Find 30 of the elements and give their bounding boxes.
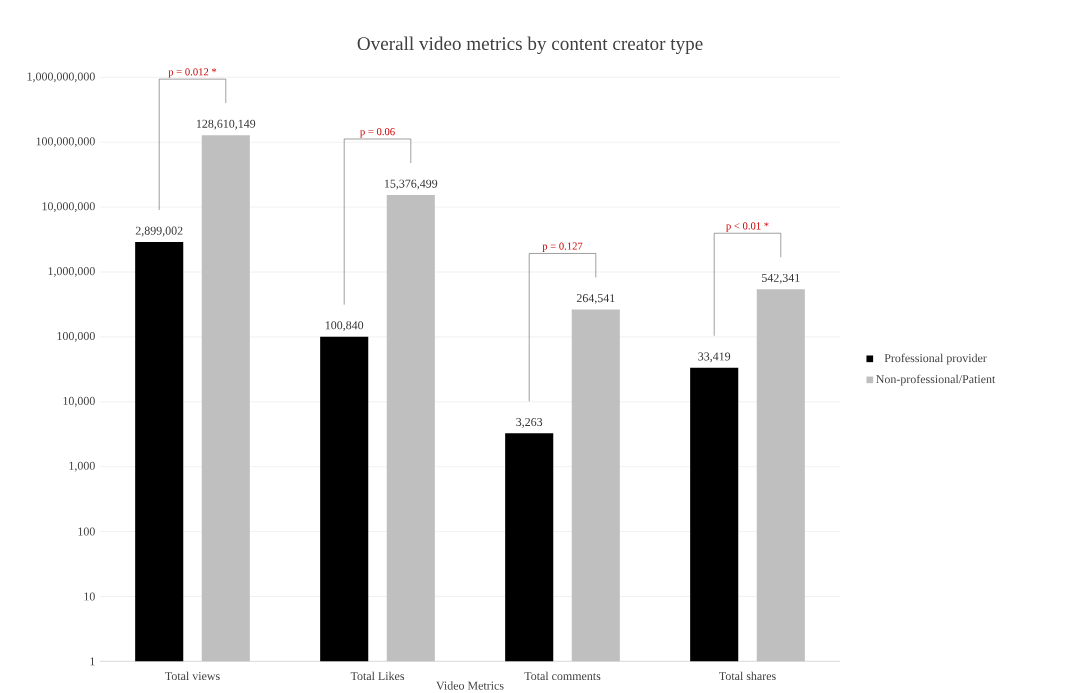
legend-label: Non-professional/Patient — [876, 374, 996, 386]
data-label: 264,541 — [576, 293, 615, 304]
y-tick-label: 1,000,000 — [48, 266, 95, 277]
y-tick-label: 100 — [78, 527, 95, 536]
annotation: p = 0.06 — [360, 127, 395, 138]
data-label: 3,263 — [516, 417, 543, 428]
y-tick-label: 10,000,000 — [42, 202, 95, 212]
y-tick-label: 1 — [90, 657, 95, 666]
x-tick-label: Total comments — [524, 671, 601, 680]
x-axis-title: Video Metrics — [436, 681, 504, 690]
x-tick-label: Total shares — [719, 671, 776, 680]
y-tick-label: 100,000 — [57, 331, 95, 342]
data-label: 2,899,002 — [135, 226, 183, 237]
annotation: p = 0.012 * — [168, 68, 217, 78]
y-tick-label: 10,000 — [63, 396, 95, 407]
annotation: p < 0.01 * — [726, 222, 769, 232]
legend-label: Professional provider — [884, 353, 987, 365]
y-tick-label: 1,000,000,000 — [27, 72, 95, 83]
data-label: 128,610,149 — [196, 119, 256, 130]
y-tick-label: 10 — [84, 592, 95, 601]
x-tick-label: Total views — [165, 671, 220, 680]
data-label: 15,376,499 — [384, 179, 438, 190]
x-tick-label: Total Likes — [350, 671, 405, 680]
chart-title: Overall video metrics by content creator type — [357, 36, 703, 54]
y-tick-label: 100,000,000 — [36, 137, 95, 147]
data-label: 100,840 — [325, 321, 364, 331]
annotation: p = 0.127 — [542, 242, 583, 252]
y-tick-label: 1,000 — [69, 461, 95, 472]
data-label: 33,419 — [698, 352, 731, 363]
data-label: 542,341 — [762, 273, 800, 284]
